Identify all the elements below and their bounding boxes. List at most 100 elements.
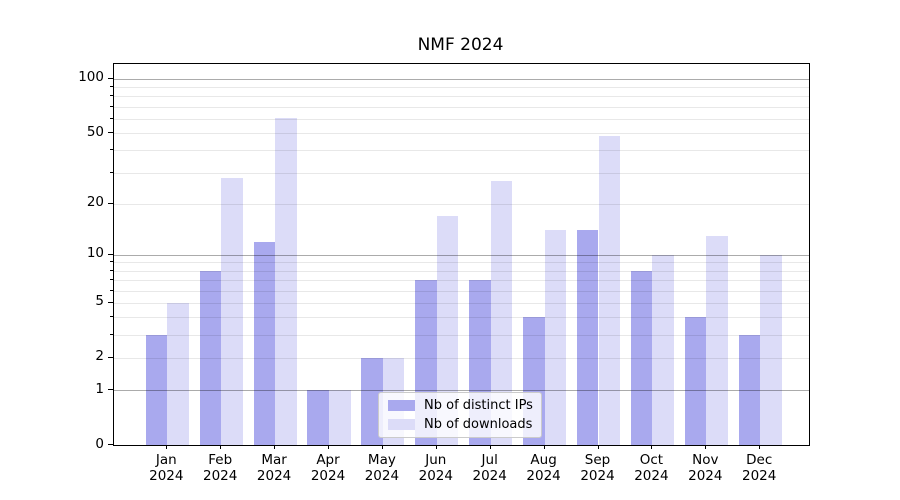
x-tick-month: Apr	[316, 452, 340, 468]
x-tick-mark	[435, 445, 437, 449]
x-tick-month: Jul	[481, 452, 498, 468]
y-gridline-minor	[114, 133, 809, 135]
y-gridline-major	[114, 254, 809, 256]
bar-downloads	[598, 136, 621, 445]
x-tick-year: 2024	[526, 468, 561, 484]
x-tick-mark	[274, 445, 276, 449]
bar-distinct-ips	[630, 270, 653, 445]
y-gridline-minor	[114, 357, 809, 359]
y-tick-mark-minor	[110, 105, 113, 107]
legend-item-downloads: Nb of downloads	[388, 417, 541, 432]
bar-downloads	[221, 177, 243, 445]
y-tick-mark	[108, 356, 113, 358]
y-tick-mark-minor	[110, 95, 113, 97]
y-tick-mark-minor	[110, 149, 113, 151]
y-tick-mark	[108, 389, 113, 391]
y-gridline-major	[114, 390, 809, 392]
bar-downloads	[436, 215, 459, 445]
legend-swatch-downloads	[388, 419, 415, 430]
x-tick-month: May	[367, 452, 396, 468]
x-tick-month: Nov	[692, 452, 719, 468]
y-tick-mark-minor	[110, 86, 113, 88]
x-tick-mark	[328, 445, 329, 449]
bar-downloads	[167, 302, 189, 445]
y-gridline-minor	[114, 118, 809, 120]
y-tick-label: 5	[95, 293, 104, 310]
y-tick-label: 1	[95, 380, 104, 397]
y-tick-mark	[108, 444, 113, 445]
x-tick-mark	[759, 445, 761, 449]
legend-label: Nb of distinct IPs	[424, 398, 533, 413]
x-tick-year: 2024	[688, 468, 723, 484]
x-tick-year: 2024	[472, 468, 507, 484]
y-gridline-minor	[114, 302, 809, 304]
x-tick-month: Aug	[530, 452, 557, 468]
bar-distinct-ips	[576, 230, 599, 445]
x-tick-label: Feb 2024	[192, 452, 248, 484]
x-tick-year: 2024	[580, 468, 615, 484]
bar-distinct-ips	[199, 270, 222, 445]
x-tick-label: Jul 2024	[462, 452, 518, 484]
y-tick-mark-minor	[110, 289, 113, 291]
y-gridline-minor	[114, 203, 809, 205]
y-tick-mark-minor	[110, 117, 113, 119]
y-tick-mark	[108, 301, 113, 303]
y-tick-label: 100	[78, 69, 104, 86]
x-tick-mark	[220, 445, 222, 449]
x-tick-month: Dec	[746, 452, 773, 468]
y-tick-label: 20	[86, 194, 104, 211]
y-tick-mark-minor	[110, 316, 113, 318]
x-tick-year: 2024	[203, 468, 238, 484]
x-tick-label: Sep 2024	[570, 452, 626, 484]
y-tick-label: 10	[86, 245, 104, 262]
x-tick-year: 2024	[418, 468, 453, 484]
y-gridline-minor	[114, 87, 809, 89]
y-gridline-minor	[114, 150, 809, 152]
bar-distinct-ips	[145, 335, 168, 445]
chart-title: NMF 2024	[417, 35, 504, 55]
x-tick-mark	[651, 445, 653, 449]
x-tick-label: Jun 2024	[408, 452, 464, 484]
x-tick-year: 2024	[310, 468, 346, 484]
x-tick-label: Mar 2024	[246, 452, 302, 484]
x-tick-label: Oct 2024	[623, 452, 679, 484]
y-gridline-minor	[114, 270, 809, 272]
x-tick-label: Apr 2024	[300, 452, 356, 484]
x-tick-label: Jan 2024	[138, 452, 194, 484]
bar-downloads	[706, 235, 728, 445]
x-tick-mark	[489, 445, 491, 449]
x-tick-year: 2024	[149, 468, 184, 484]
y-gridline-minor	[114, 96, 809, 98]
bar-distinct-ips	[738, 335, 761, 445]
y-tick-mark-minor	[110, 171, 113, 173]
x-tick-year: 2024	[742, 468, 777, 484]
y-tick-mark-minor	[110, 269, 113, 271]
x-tick-mark	[543, 445, 545, 449]
x-tick-year: 2024	[634, 468, 669, 484]
x-tick-label: Aug 2024	[516, 452, 572, 484]
y-tick-mark	[108, 253, 113, 255]
x-tick-month: Jun	[425, 452, 447, 468]
bar-downloads	[329, 390, 351, 445]
x-tick-month: Feb	[208, 452, 233, 468]
x-tick-month: Mar	[261, 452, 287, 468]
y-gridline-minor	[114, 335, 809, 337]
y-gridline-minor	[114, 290, 809, 292]
x-tick-label: Nov 2024	[677, 452, 733, 484]
bar-downloads	[490, 180, 513, 445]
x-tick-mark	[166, 445, 168, 449]
x-tick-month: Oct	[639, 452, 664, 468]
x-tick-year: 2024	[256, 468, 292, 484]
bar-downloads	[652, 254, 674, 445]
y-tick-label: 0	[95, 435, 104, 452]
plot-area	[113, 63, 810, 446]
x-tick-year: 2024	[364, 468, 400, 484]
x-tick-label: Dec 2024	[731, 452, 787, 484]
bar-distinct-ips	[253, 241, 276, 445]
bar-distinct-ips	[307, 390, 329, 445]
y-tick-mark	[108, 77, 113, 79]
y-tick-label: 2	[95, 348, 104, 365]
x-tick-mark	[705, 445, 707, 449]
bar-downloads	[275, 117, 297, 445]
